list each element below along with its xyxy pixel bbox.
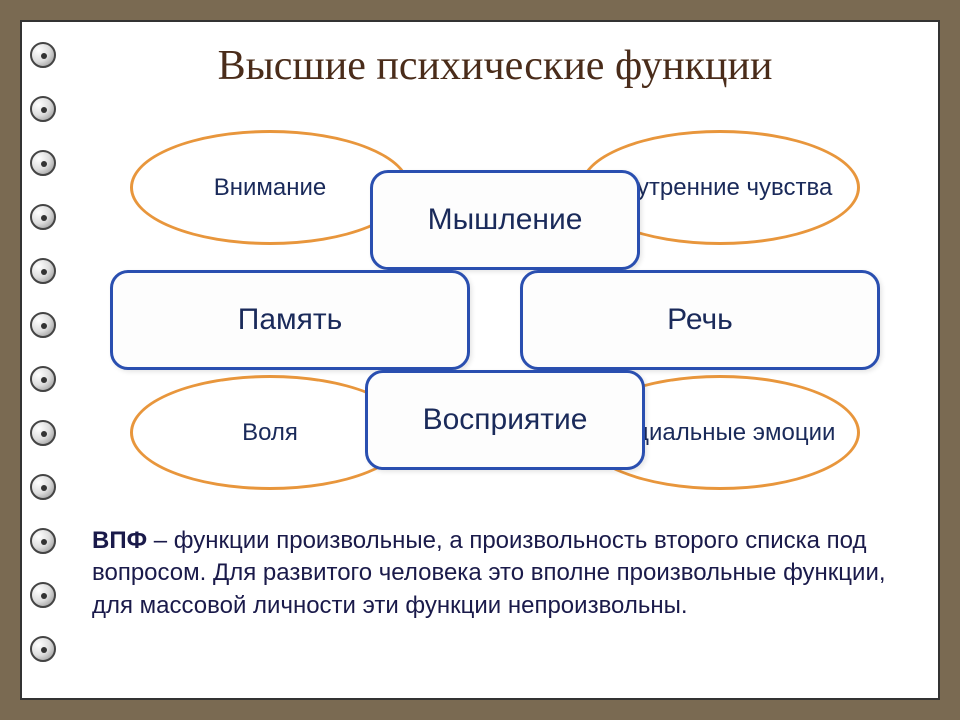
spiral-ring — [30, 366, 56, 392]
spiral-ring — [30, 204, 56, 230]
spiral-ring — [30, 42, 56, 68]
footer-body: – функции произвольные, а произвольность… — [92, 527, 886, 619]
spiral-ring — [30, 96, 56, 122]
spiral-ring — [30, 582, 56, 608]
ellipse-label: Воля — [242, 419, 298, 447]
spiral-ring — [30, 420, 56, 446]
ellipse-label: Внимание — [214, 174, 327, 202]
slide-title: Высшие психические функции — [82, 42, 908, 90]
spiral-binding — [30, 42, 56, 662]
spiral-ring — [30, 258, 56, 284]
spiral-ring — [30, 312, 56, 338]
ellipse-label: Внутренние чувства — [608, 174, 833, 202]
spiral-ring — [30, 636, 56, 662]
rect-label: Речь — [667, 303, 733, 337]
slide: Высшие психические функции Внимание Внут… — [20, 20, 940, 700]
footer-bold: ВПФ — [92, 527, 147, 554]
rect-thinking: Мышление — [370, 170, 640, 270]
rect-speech: Речь — [520, 270, 880, 370]
rect-label: Память — [238, 303, 343, 337]
diagram: Внимание Внутренние чувства Воля Социаль… — [100, 120, 890, 500]
rect-label: Восприятие — [423, 403, 588, 437]
rect-label: Мышление — [428, 203, 583, 237]
rect-memory: Память — [110, 270, 470, 370]
spiral-ring — [30, 150, 56, 176]
footer-text: ВПФ – функции произвольные, а произвольн… — [82, 525, 908, 622]
spiral-ring — [30, 474, 56, 500]
rect-perception: Восприятие — [365, 370, 645, 470]
spiral-ring — [30, 528, 56, 554]
ellipse-attention: Внимание — [130, 130, 410, 245]
